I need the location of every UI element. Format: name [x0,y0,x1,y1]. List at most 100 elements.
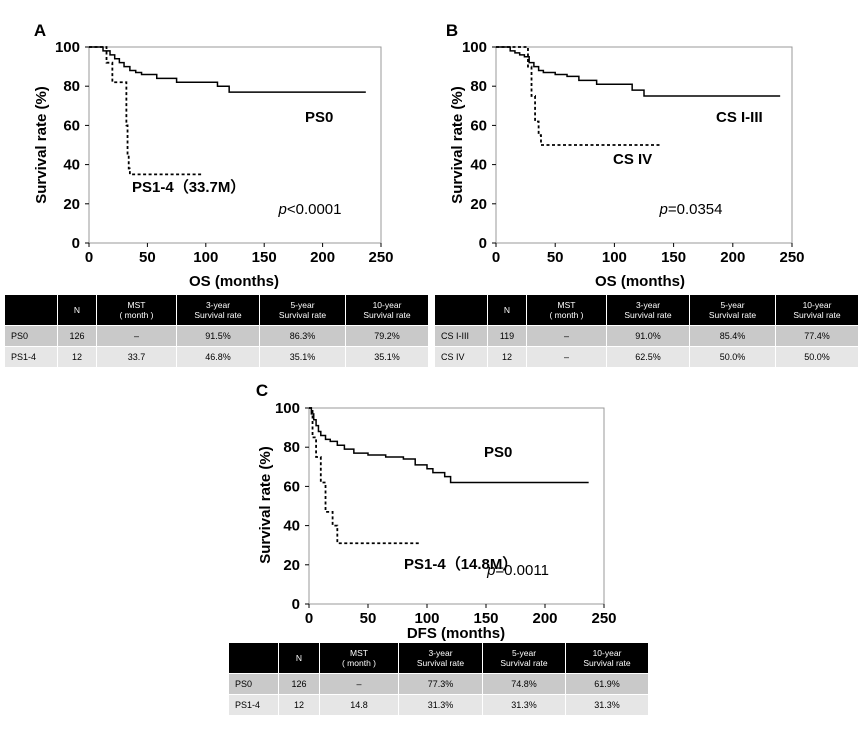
row-label-cell: CS IV [434,346,488,368]
table-header-cell: 5-year Survival rate [259,294,346,326]
x-tick-label-b: 100 [602,249,627,266]
table-cell: 35.1% [259,346,346,368]
table-header-cell: N [57,294,97,326]
panel-label-c: C [256,381,268,400]
p-value-c: p=0.0011 [486,562,549,579]
p-value-b: p=0.0354 [659,201,723,218]
y-axis-label-c: Survival rate (%) [257,446,274,564]
table-header-cell: 10-year Survival rate [565,642,649,674]
table-cell: – [319,673,399,695]
table-header-cell: 10-year Survival rate [345,294,429,326]
y-tick-label-a: 40 [63,157,80,174]
table-header-cell: N [487,294,527,326]
table-header-cell: 5-year Survival rate [689,294,776,326]
table-header-cell [228,642,279,674]
y-tick-label-a: 80 [63,78,80,95]
table-header-cell: N [278,642,320,674]
row-label-cell: CS I-III [434,325,488,347]
table-header-cell: MST ( month ) [319,642,399,674]
row-label-cell: PS1-4 [228,694,279,716]
y-tick-label-b: 40 [470,157,487,174]
table-cell: – [526,346,607,368]
y-tick-label-c: 80 [283,439,300,456]
x-tick-label-a: 150 [252,249,277,266]
row-label-cell: PS0 [4,325,58,347]
row-label-cell: PS1-4 [4,346,58,368]
x-tick-label-c: 0 [305,610,313,627]
survival-curve-a-ps1-4 [89,46,202,176]
table-cell: 77.4% [775,325,859,347]
x-tick-label-a: 250 [368,249,393,266]
x-tick-label-a: 200 [310,249,335,266]
x-tick-label-a: 100 [193,249,218,266]
row-label-cell: PS0 [228,673,279,695]
x-axis-label-a: OS (months) [189,273,279,290]
table-header-cell: MST ( month ) [526,294,607,326]
series-label-c: PS1-4（14.8M） [404,555,517,573]
table-cell: – [526,325,607,347]
x-tick-label-c: 150 [473,610,498,627]
table-header-cell [4,294,58,326]
table-cell: 77.3% [398,673,483,695]
x-tick-label-c: 100 [414,610,439,627]
survival-curve-a-ps0 [89,46,366,93]
y-tick-label-a: 60 [63,117,80,134]
series-label-b: CS IV [613,151,652,168]
table-cell: 50.0% [775,346,859,368]
x-axis-label-c: DFS (months) [407,625,505,642]
series-label-a: PS1-4（33.7M） [132,178,245,196]
x-tick-label-b: 0 [492,249,500,266]
x-tick-label-c: 250 [591,610,616,627]
survival-curve-c-ps1-4 [309,407,419,545]
plot-frame-b [495,46,793,244]
x-tick-label-b: 150 [661,249,686,266]
table-cell: 31.3% [482,694,566,716]
table-cell: 79.2% [345,325,429,347]
y-tick-label-b: 100 [462,39,487,56]
table-cell: 12 [487,346,527,368]
table-cell: – [96,325,177,347]
table-cell: 31.3% [398,694,483,716]
series-label-c: PS0 [484,444,512,461]
table-header-cell [434,294,488,326]
y-tick-label-c: 0 [292,596,300,613]
table-cell: 12 [278,694,320,716]
table-row: CS IV 12–62.5% 50.0% 50.0% [434,346,859,368]
y-tick-label-b: 80 [470,78,487,95]
plot-frame-c [308,407,605,605]
table-b: N MST ( month ) 3-year Survival rate 5-year… [434,294,859,368]
y-tick-label-b: 0 [479,235,487,252]
panel-label-b: B [446,21,458,40]
x-tick-label-a: 50 [139,249,156,266]
survival-curve-b-cs-i-iii [496,46,781,97]
y-axis-label-b: Survival rate (%) [449,86,466,204]
table-cell: 126 [57,325,97,347]
table-cell: 119 [487,325,527,347]
table-cell: 61.9% [565,673,649,695]
x-tick-label-b: 200 [720,249,745,266]
table-cell: 62.5% [606,346,690,368]
table-cell: 12 [57,346,97,368]
x-tick-label-c: 50 [360,610,377,627]
y-tick-label-b: 60 [470,117,487,134]
table-cell: 74.8% [482,673,566,695]
table-row: PS1-4 12 14.8 31.3% 31.3% 31.3% [228,694,649,716]
table-row: PS1-4 12 33.7 46.8% 35.1% 35.1% [4,346,429,368]
y-tick-label-c: 40 [283,518,300,535]
table-row: CS I-III 119–91.0% 85.4% 77.4% [434,325,859,347]
table-cell: 91.5% [176,325,260,347]
x-tick-label-a: 0 [85,249,93,266]
table-header-cell: 10-year Survival rate [775,294,859,326]
table-a: N MST ( month ) 3-year Survival rate 5-year… [4,294,429,368]
table-cell: 85.4% [689,325,776,347]
table-row: PS0 126–77.3% 74.8% 61.9% [228,673,649,695]
y-tick-label-c: 60 [283,478,300,495]
table-header-cell: 3-year Survival rate [606,294,690,326]
table-cell: 50.0% [689,346,776,368]
table-c: N MST ( month ) 3-year Survival rate 5-year… [228,642,649,716]
y-tick-label-c: 20 [283,557,300,574]
y-tick-label-b: 20 [470,196,487,213]
table-cell: 126 [278,673,320,695]
series-label-a: PS0 [305,109,333,126]
